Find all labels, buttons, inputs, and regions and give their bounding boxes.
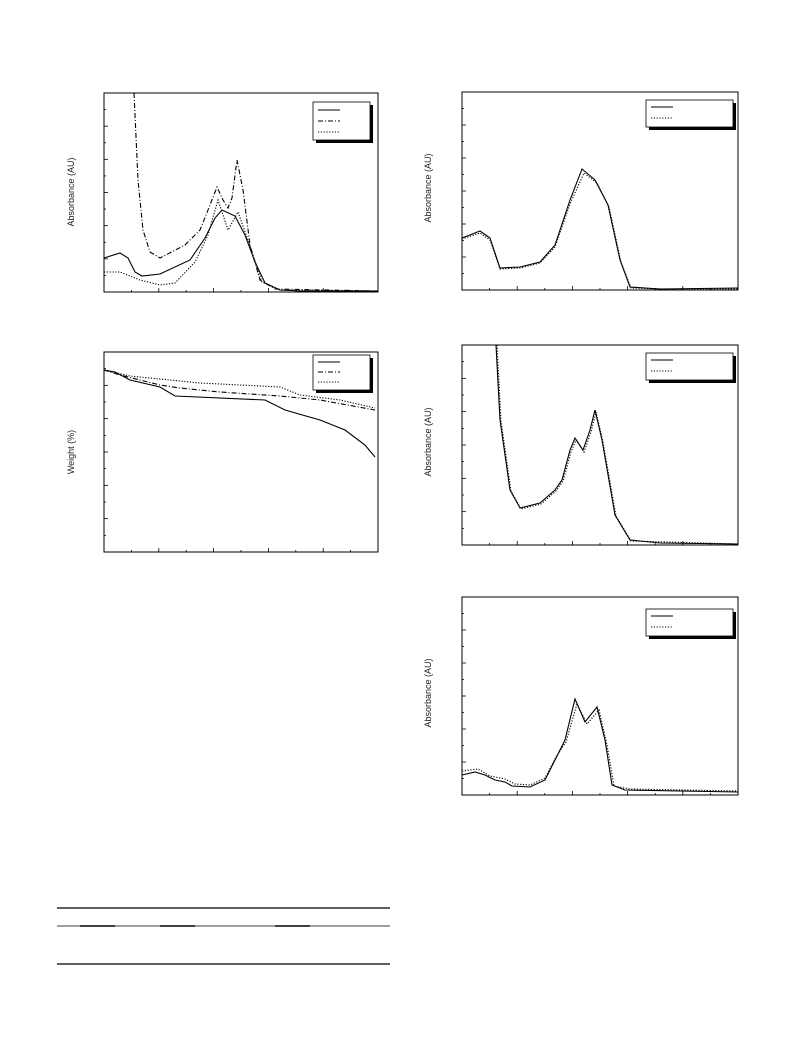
table (57, 907, 390, 965)
curve (103, 209, 378, 292)
y-axis-label: Absorbance (AU) (66, 157, 76, 226)
legend (645, 99, 734, 128)
figure: Absorbance (AU) (423, 344, 739, 546)
curve (103, 369, 376, 411)
curve (461, 172, 738, 290)
curve (461, 702, 739, 792)
y-axis-label: Absorbance (AU) (423, 153, 433, 222)
legend (645, 352, 734, 381)
curve (495, 344, 739, 545)
y-axis-label: Weight (%) (66, 430, 76, 474)
figure: Weight (%) (66, 351, 379, 553)
legend (645, 608, 734, 637)
y-axis-label: Absorbance (AU) (423, 658, 433, 727)
figure: Absorbance (AU) (423, 91, 739, 291)
curve (461, 697, 739, 793)
curve (496, 344, 739, 545)
legend (312, 354, 371, 391)
curve (104, 198, 379, 292)
curve (133, 92, 379, 292)
y-axis-label: Absorbance (AU) (423, 407, 433, 476)
curve (103, 369, 376, 458)
figure: Absorbance (AU) (423, 596, 739, 796)
curve (461, 168, 739, 290)
curve (103, 369, 376, 409)
figure: Absorbance (AU) (66, 92, 379, 293)
